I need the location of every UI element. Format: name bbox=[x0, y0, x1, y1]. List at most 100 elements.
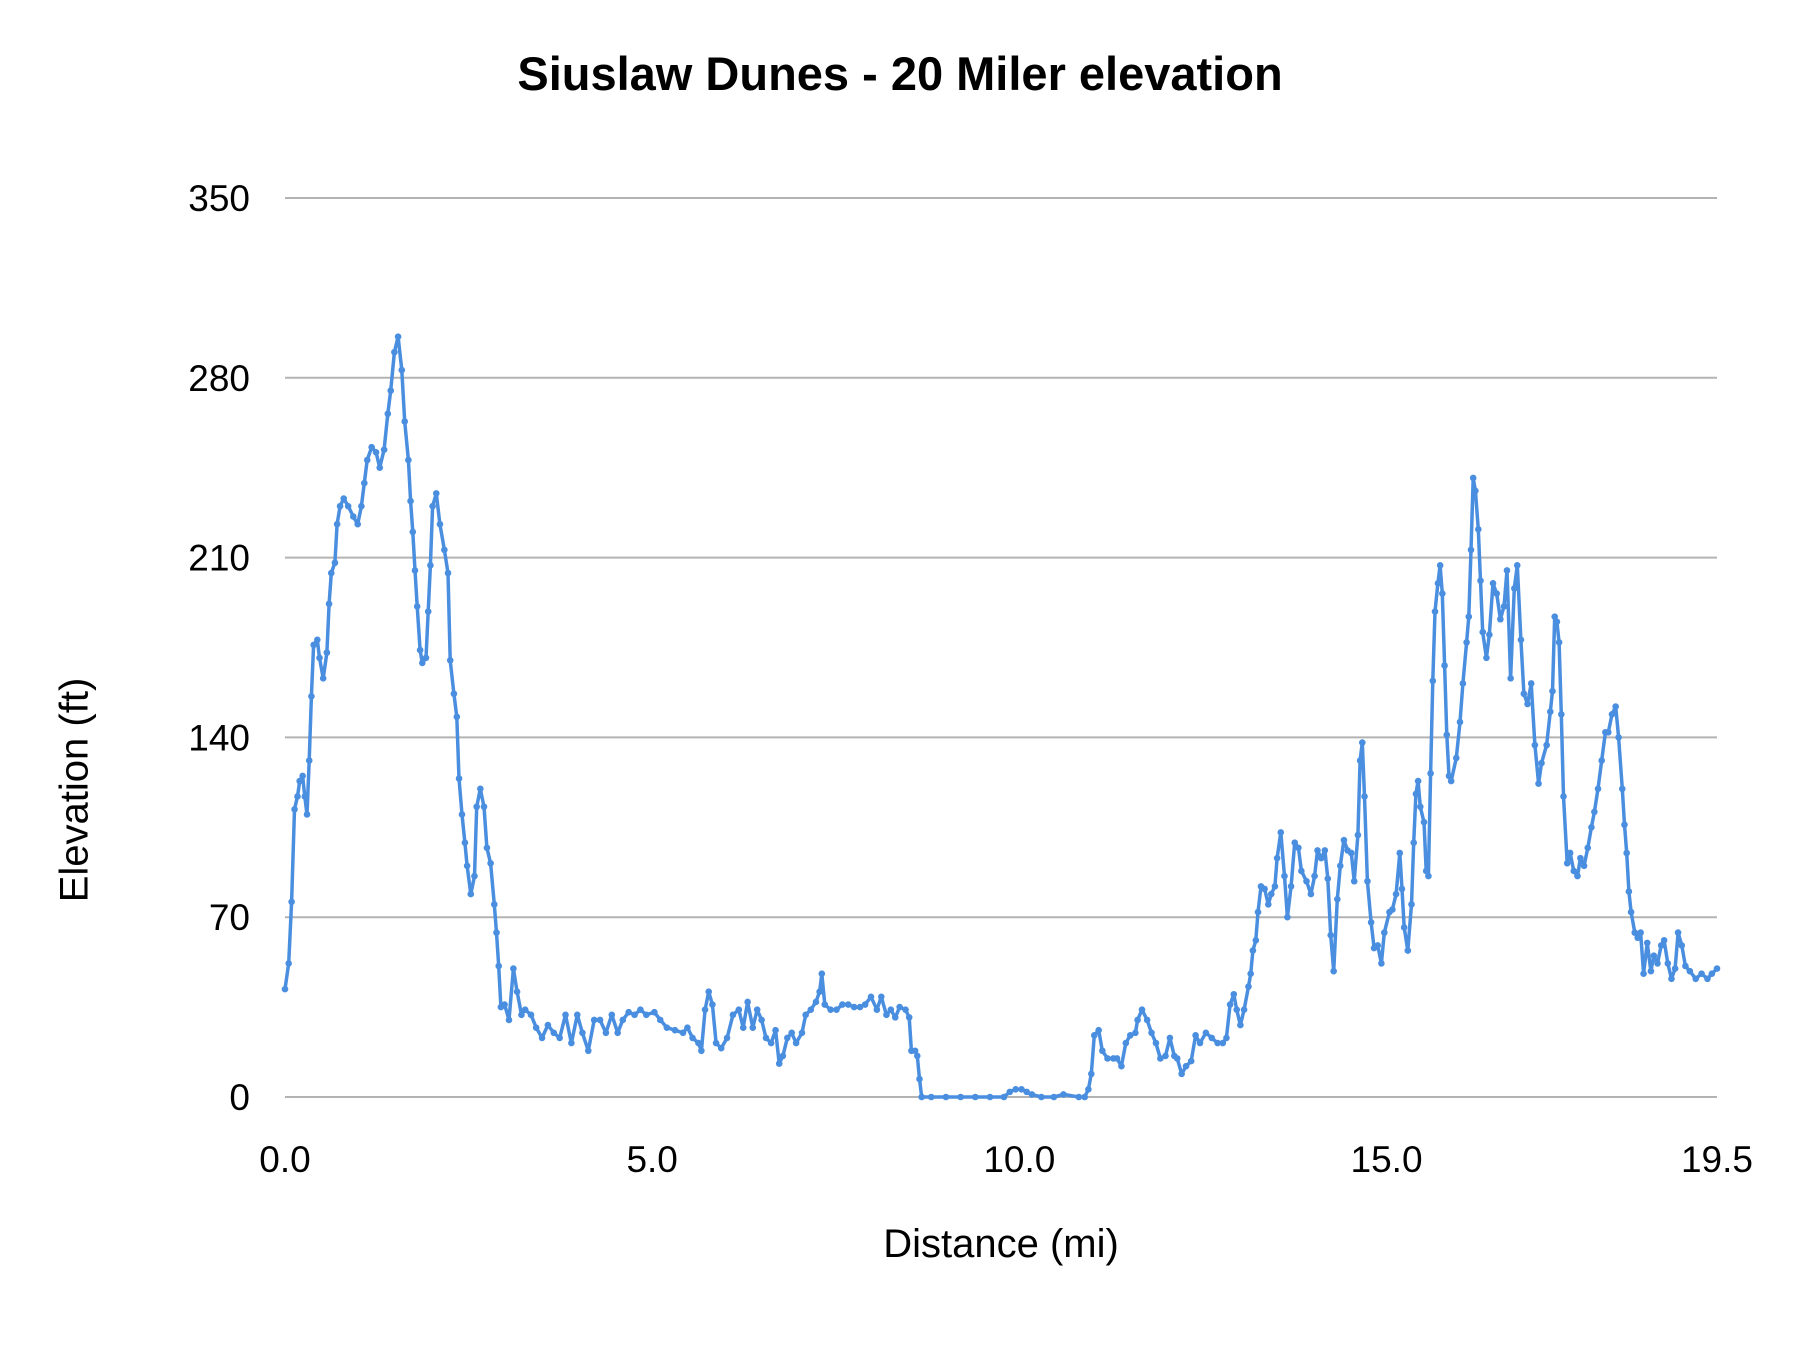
data-point bbox=[1497, 615, 1504, 623]
y-tick-label: 350 bbox=[188, 178, 250, 219]
data-point bbox=[1640, 970, 1647, 978]
data-point bbox=[779, 1052, 787, 1060]
data-point bbox=[314, 636, 321, 644]
data-point bbox=[684, 1024, 691, 1031]
data-point bbox=[1591, 808, 1598, 816]
data-point bbox=[839, 1001, 846, 1008]
data-point bbox=[844, 1001, 852, 1008]
data-point bbox=[303, 811, 311, 818]
data-point bbox=[1267, 890, 1275, 898]
x-tick-label: 0.0 bbox=[259, 1139, 310, 1180]
x-tick-label: 15.0 bbox=[1351, 1139, 1423, 1180]
data-point bbox=[1303, 877, 1310, 885]
data-point bbox=[1513, 562, 1521, 569]
data-point bbox=[1538, 759, 1545, 767]
data-point bbox=[532, 1024, 540, 1031]
data-point bbox=[1627, 908, 1635, 916]
data-point bbox=[698, 1047, 705, 1055]
data-point bbox=[971, 1093, 979, 1101]
data-point bbox=[1233, 1006, 1241, 1013]
data-point bbox=[1038, 1093, 1045, 1101]
x-tick-label: 10.0 bbox=[983, 1139, 1055, 1180]
data-point bbox=[1660, 937, 1668, 944]
data-point bbox=[1182, 1062, 1190, 1070]
data-point bbox=[1511, 585, 1518, 592]
data-point bbox=[590, 1016, 598, 1024]
data-point bbox=[1023, 1088, 1031, 1096]
data-point bbox=[1527, 680, 1535, 687]
data-point bbox=[902, 1006, 909, 1013]
data-point bbox=[1347, 849, 1355, 857]
data-point bbox=[1623, 849, 1630, 857]
data-point bbox=[1598, 757, 1606, 764]
data-point bbox=[363, 456, 371, 464]
data-point bbox=[407, 497, 414, 505]
data-point bbox=[1202, 1029, 1210, 1037]
data-point bbox=[643, 1011, 650, 1019]
data-point bbox=[1389, 906, 1396, 913]
data-point bbox=[1143, 1016, 1151, 1024]
data-point bbox=[556, 1034, 563, 1042]
data-point bbox=[1422, 867, 1430, 875]
data-point bbox=[637, 1006, 644, 1013]
data-point bbox=[1095, 1026, 1102, 1034]
data-point bbox=[1281, 872, 1288, 880]
data-point bbox=[1364, 877, 1371, 885]
data-point bbox=[1637, 929, 1644, 936]
data-point bbox=[483, 844, 491, 852]
data-point bbox=[1249, 947, 1257, 954]
data-point bbox=[1075, 1093, 1083, 1101]
data-point bbox=[584, 1047, 592, 1055]
data-point bbox=[1467, 546, 1475, 554]
data-point bbox=[1674, 929, 1682, 936]
data-point bbox=[1417, 803, 1424, 811]
data-point bbox=[744, 998, 751, 1006]
data-point bbox=[281, 985, 289, 993]
data-point bbox=[376, 464, 384, 472]
data-point bbox=[461, 839, 469, 847]
data-point bbox=[1134, 1016, 1141, 1024]
data-point bbox=[807, 1006, 815, 1013]
data-point bbox=[873, 1006, 881, 1013]
data-point bbox=[1429, 677, 1437, 685]
data-point bbox=[812, 998, 820, 1006]
data-point bbox=[296, 777, 303, 785]
y-tick-label: 140 bbox=[188, 717, 250, 758]
data-point bbox=[916, 1075, 923, 1083]
data-point bbox=[1434, 579, 1442, 587]
data-point bbox=[867, 993, 875, 1001]
data-point bbox=[327, 569, 335, 577]
data-point bbox=[1408, 901, 1415, 908]
data-point bbox=[1166, 1034, 1174, 1042]
data-point bbox=[1445, 772, 1453, 780]
data-point bbox=[1398, 885, 1406, 893]
data-point bbox=[380, 446, 388, 454]
data-point bbox=[1713, 965, 1721, 972]
data-point bbox=[1307, 890, 1315, 898]
data-point bbox=[671, 1026, 679, 1034]
data-point bbox=[1298, 867, 1305, 875]
data-point bbox=[1350, 877, 1358, 885]
data-point bbox=[473, 803, 480, 811]
data-point bbox=[775, 1060, 783, 1067]
data-point bbox=[294, 793, 301, 800]
data-point bbox=[1634, 934, 1641, 942]
data-point bbox=[767, 1039, 775, 1047]
data-point bbox=[1327, 931, 1335, 939]
data-point bbox=[1060, 1091, 1067, 1098]
data-point bbox=[1698, 970, 1705, 978]
data-point bbox=[1615, 734, 1622, 741]
data-point bbox=[1311, 872, 1318, 880]
data-point bbox=[1359, 739, 1366, 746]
data-point bbox=[518, 1011, 525, 1019]
data-point bbox=[918, 1093, 925, 1101]
data-point bbox=[1378, 960, 1385, 967]
data-point bbox=[758, 1016, 765, 1024]
data-point bbox=[619, 1016, 627, 1024]
y-tick-label: 0 bbox=[229, 1077, 250, 1118]
data-point bbox=[1560, 793, 1567, 800]
data-point bbox=[1157, 1055, 1164, 1062]
data-point bbox=[411, 567, 419, 574]
data-point bbox=[753, 1006, 761, 1013]
data-point bbox=[1214, 1039, 1221, 1047]
